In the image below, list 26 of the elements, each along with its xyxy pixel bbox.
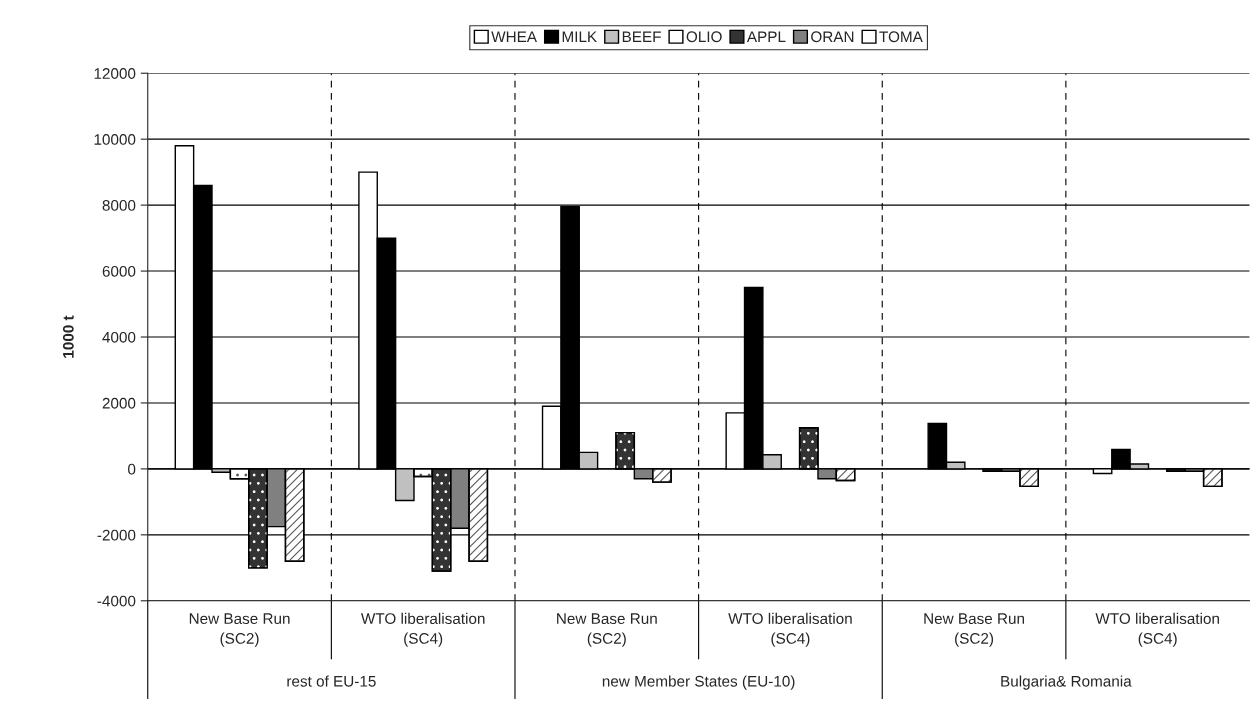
x-tick-label: New Base Run (SC2) xyxy=(189,613,290,647)
legend-label: TOMA xyxy=(879,31,923,43)
x-tick-label: WTO liberalisation (SC4) xyxy=(1095,612,1219,647)
x-tick-label: WTO liberalisation (SC4) xyxy=(728,612,852,647)
y-tick-label: 4000 xyxy=(102,331,136,343)
legend-label: WHEA xyxy=(491,31,537,43)
text: rest of EU-15 xyxy=(287,675,376,687)
legend-label: BEEF xyxy=(622,31,661,43)
text: Bulgaria& Romania xyxy=(1001,675,1132,690)
y-tick-label: 8000 xyxy=(102,199,136,211)
legend-label: MILK xyxy=(562,31,597,43)
y-tick-label: 0 xyxy=(128,463,136,475)
y-tick-label: 10000 xyxy=(94,134,136,145)
x-tick-label: New Base Run (SC2) xyxy=(557,613,657,647)
legend-label: APPL xyxy=(746,31,786,43)
text: new Member States (EU-10) xyxy=(602,675,795,690)
y-tick-label: 2000 xyxy=(102,397,136,409)
x-tick-label: WTO liberalisation (SC4) xyxy=(360,612,485,647)
y-axis-title: 1000 t xyxy=(62,315,74,358)
legend-label: OLIO xyxy=(686,31,722,43)
y-tick-label: 12000 xyxy=(94,68,136,79)
x-tick-label: New Base Run (SC2) xyxy=(924,613,1025,647)
y-tick-label: -4000 xyxy=(97,595,136,607)
y-tick-label: -2000 xyxy=(97,529,136,541)
y-tick-label: 6000 xyxy=(102,265,136,277)
legend-label: ORAN xyxy=(811,31,854,43)
